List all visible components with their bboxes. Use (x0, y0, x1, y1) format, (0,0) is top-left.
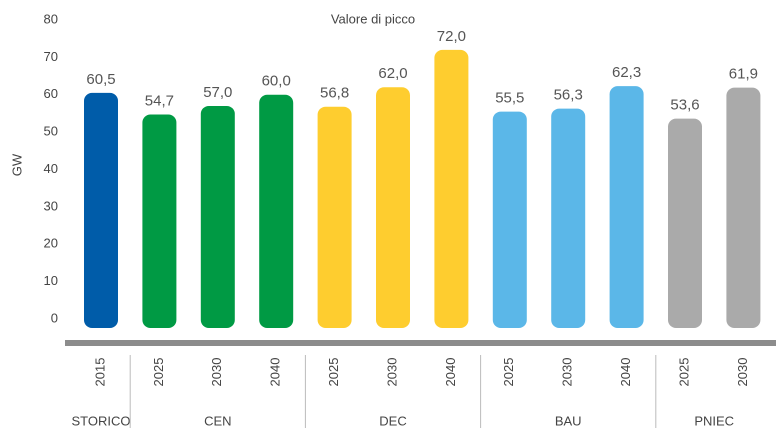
group-label: BAU (555, 413, 582, 428)
y-tick-label: 20 (44, 236, 58, 251)
bar (609, 86, 644, 328)
x-tick-label: 2025 (501, 358, 516, 387)
bar (551, 108, 586, 328)
x-tick-label: 2040 (268, 358, 283, 387)
bar (84, 92, 118, 328)
x-tick-label: 2030 (560, 358, 575, 387)
x-tick-label: 2030 (209, 358, 224, 387)
y-tick-label: 30 (44, 198, 58, 213)
y-tick-label: 60 (44, 86, 58, 101)
x-tick-label: 2015 (92, 358, 107, 387)
group-label: PNIEC (694, 413, 734, 428)
value-label: 57,0 (203, 84, 232, 101)
value-label: 56,3 (554, 87, 583, 104)
bar (317, 106, 352, 329)
x-tick-label: 2025 (676, 358, 691, 387)
value-label: 61,9 (729, 66, 758, 83)
y-tick-label: 50 (44, 124, 58, 139)
bar (434, 49, 469, 329)
y-tick-label: 0 (51, 310, 58, 325)
chart-title: Valore di picco (331, 11, 415, 26)
group-label: STORICO (72, 413, 131, 428)
bar (376, 87, 410, 329)
bar (259, 94, 294, 328)
y-axis-label: GW (9, 153, 24, 176)
bar (492, 111, 527, 328)
value-label: 62,0 (378, 65, 407, 82)
y-tick-label: 80 (44, 11, 58, 26)
value-label: 60,0 (262, 73, 291, 90)
value-label: 55,5 (495, 90, 524, 107)
value-label: 54,7 (145, 93, 174, 110)
y-tick-label: 40 (44, 161, 58, 176)
value-label: 72,0 (437, 28, 466, 45)
bar (200, 105, 235, 329)
x-axis (65, 340, 776, 346)
group-label: DEC (379, 413, 406, 428)
group-label: CEN (204, 413, 231, 428)
x-tick-label: 2030 (384, 358, 399, 387)
x-tick-label: 2040 (618, 358, 633, 387)
x-tick-label: 2030 (735, 358, 750, 387)
bar (668, 118, 702, 328)
x-tick-label: 2025 (151, 358, 166, 387)
y-tick-label: 10 (44, 273, 58, 288)
value-label: 60,5 (86, 71, 115, 88)
y-tick-label: 70 (44, 49, 58, 64)
value-label: 56,8 (320, 85, 349, 102)
value-label: 62,3 (612, 64, 641, 81)
value-label: 53,6 (670, 97, 699, 114)
bar (142, 114, 177, 328)
x-tick-label: 2040 (443, 358, 458, 387)
bar (726, 87, 761, 329)
x-tick-label: 2025 (326, 358, 341, 387)
